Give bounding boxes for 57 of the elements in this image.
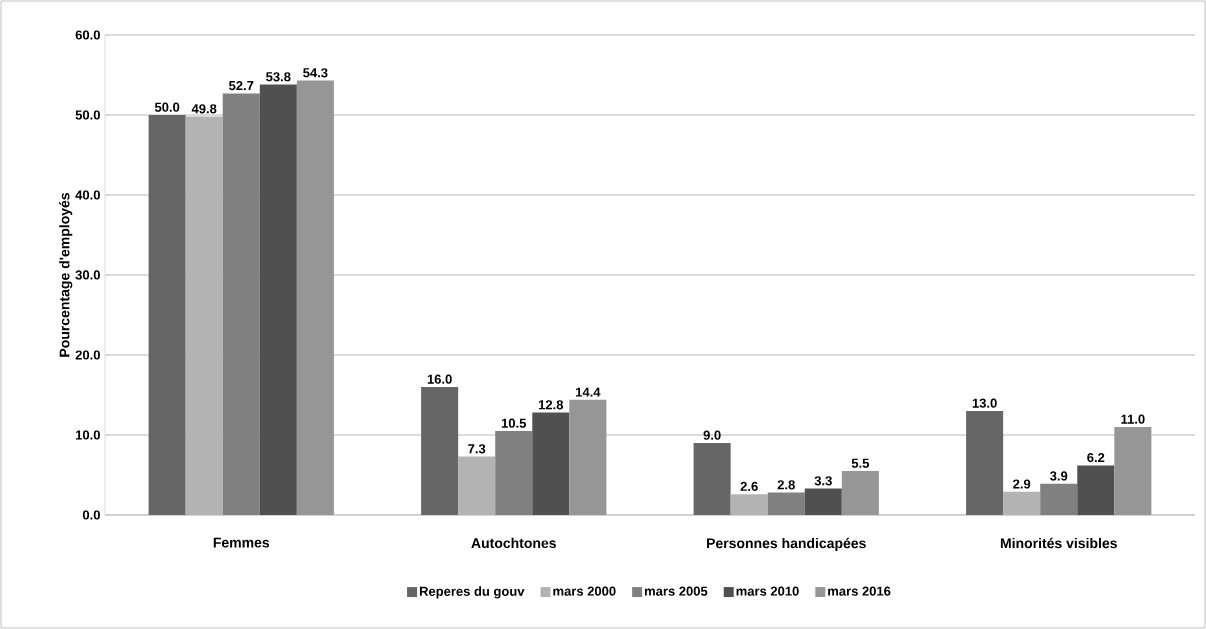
data-label: 9.0 — [703, 430, 721, 440]
data-label: 50.0 — [154, 102, 180, 112]
data-label: 2.6 — [740, 481, 758, 491]
y-axis-title: Pourcentage d'employés — [59, 192, 73, 357]
x-tick-label: Personnes handicapées — [707, 537, 866, 551]
x-tick-label: Femmes — [213, 537, 270, 548]
bar — [532, 412, 570, 515]
bar — [1003, 491, 1041, 515]
bar — [1077, 465, 1115, 515]
bar — [259, 84, 297, 515]
bar — [185, 116, 223, 515]
legend-label: mars 2010 — [736, 586, 799, 596]
data-label: 54.3 — [303, 68, 328, 78]
bar — [804, 488, 842, 515]
data-label: 3.9 — [1050, 471, 1068, 481]
data-label: 14.4 — [576, 387, 601, 397]
data-label: 3.3 — [814, 476, 832, 486]
bar — [458, 456, 496, 515]
y-tick-label: 20.0 — [75, 350, 100, 360]
y-tick-label: 50.0 — [75, 110, 100, 120]
data-label: 12.8 — [538, 400, 564, 410]
bar — [1114, 426, 1152, 515]
data-label: 2.8 — [777, 480, 795, 490]
data-label: 49.8 — [191, 104, 217, 114]
data-label: 16.0 — [427, 374, 452, 384]
x-tick-label: Autochtones — [471, 537, 556, 549]
data-label: 6.2 — [1087, 452, 1105, 463]
bar — [421, 386, 459, 515]
y-tick-label: 0.0 — [82, 510, 100, 520]
bar — [767, 492, 805, 515]
y-tick-label: 10.0 — [75, 430, 100, 440]
legend-label: Reperes du gouv — [419, 586, 525, 599]
data-label: 53.8 — [266, 72, 291, 82]
data-label: 11.0 — [1121, 414, 1145, 424]
bar — [966, 410, 1004, 515]
data-label: 52.7 — [229, 80, 254, 91]
y-tick-label: 60.0 — [75, 30, 100, 40]
bar — [1040, 483, 1078, 515]
bar — [841, 470, 879, 515]
legend-label: mars 2000 — [553, 586, 616, 596]
legend-label: mars 2005 — [644, 586, 708, 596]
data-label: 2.9 — [1013, 479, 1031, 489]
legend-label: mars 2016 — [828, 586, 891, 596]
data-label: 5.5 — [851, 458, 870, 468]
y-tick-label: 40.0 — [75, 190, 100, 200]
data-label: 10.5 — [501, 418, 527, 428]
data-label: 7.3 — [468, 444, 486, 454]
x-tick-label: Minorités visibles — [1000, 537, 1117, 549]
bar — [730, 494, 768, 515]
bar — [693, 442, 731, 515]
data-label: 13.0 — [972, 398, 997, 408]
bar — [296, 80, 334, 515]
bar — [148, 114, 186, 515]
y-tick-label: 30.0 — [75, 270, 100, 280]
bar — [495, 430, 533, 515]
bar — [569, 399, 607, 515]
bar — [222, 93, 260, 515]
